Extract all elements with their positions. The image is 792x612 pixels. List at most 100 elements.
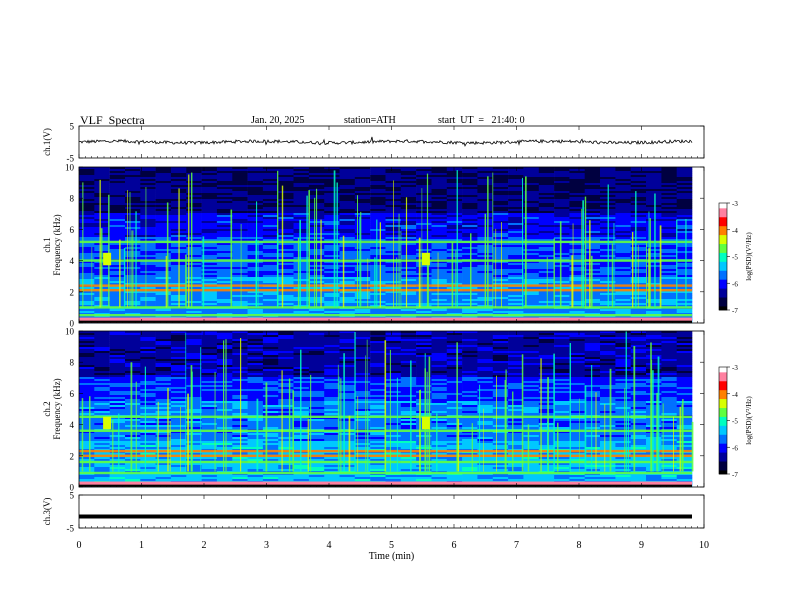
spec-cell bbox=[446, 181, 463, 184]
spec-cell bbox=[615, 375, 631, 378]
spec-cell bbox=[170, 333, 187, 336]
spec-cell bbox=[339, 347, 356, 350]
spec-cell bbox=[538, 345, 555, 348]
spec-cell bbox=[569, 251, 585, 254]
spec-cell bbox=[262, 301, 279, 304]
spec-cell bbox=[94, 397, 110, 400]
spec-cell bbox=[216, 341, 233, 344]
spec-cell bbox=[676, 279, 693, 282]
spec-cell bbox=[584, 181, 601, 184]
spec-cell bbox=[278, 239, 294, 242]
spec-cell bbox=[661, 195, 677, 198]
spec-cell bbox=[155, 203, 172, 206]
spec-cell bbox=[477, 401, 493, 404]
spec-cell bbox=[293, 195, 310, 198]
spec-cell bbox=[661, 199, 677, 202]
spec-cell bbox=[477, 391, 493, 394]
spec-cell bbox=[247, 335, 264, 338]
spec-cell bbox=[339, 333, 356, 336]
spec-cell bbox=[308, 183, 325, 186]
spec-cell bbox=[523, 413, 539, 416]
spec-cell bbox=[646, 339, 662, 342]
spec-cell bbox=[247, 211, 264, 214]
spec-cell bbox=[186, 407, 202, 410]
spec-cell bbox=[416, 245, 432, 248]
spec-cell bbox=[155, 331, 172, 334]
spec-cell bbox=[170, 185, 187, 188]
spec-cell bbox=[615, 407, 631, 410]
spec-cell bbox=[630, 331, 647, 334]
spec-cell bbox=[462, 225, 478, 228]
colorbar-cell bbox=[719, 293, 727, 297]
spec-cell bbox=[262, 311, 279, 314]
spec-cell bbox=[584, 405, 601, 408]
spec-cell bbox=[508, 261, 524, 264]
spec-cell bbox=[354, 181, 371, 184]
spec-cell bbox=[293, 335, 310, 338]
spec-cell bbox=[492, 237, 509, 240]
spec-cell bbox=[262, 263, 279, 266]
spec-cell bbox=[569, 337, 585, 340]
spec-cell bbox=[278, 249, 294, 252]
spec-cell bbox=[339, 183, 356, 186]
spec-cell bbox=[186, 277, 202, 280]
spec-cell bbox=[370, 383, 386, 386]
spec-cell bbox=[370, 299, 386, 302]
spec-cell bbox=[216, 173, 233, 176]
spec-cell bbox=[94, 191, 110, 194]
spec-cell bbox=[630, 377, 647, 380]
spec-cell bbox=[584, 217, 601, 220]
spec-cell bbox=[630, 375, 647, 378]
spec-cell bbox=[339, 369, 356, 372]
spec-cell bbox=[584, 391, 601, 394]
spec-cell bbox=[431, 331, 448, 334]
spec-cell bbox=[308, 375, 325, 378]
spec-cell bbox=[538, 185, 555, 188]
sferic-line bbox=[257, 240, 259, 308]
spec-cell bbox=[477, 197, 493, 200]
spec-cell bbox=[140, 233, 156, 236]
spec-cell bbox=[308, 333, 325, 336]
spec-cell bbox=[508, 249, 524, 252]
spec-cell bbox=[508, 179, 524, 182]
spec-cell bbox=[293, 247, 310, 250]
spec-cell bbox=[630, 383, 647, 386]
spec-cell bbox=[186, 291, 202, 294]
spec-cell bbox=[109, 391, 126, 394]
spec-cell bbox=[262, 347, 279, 350]
spec-cell bbox=[125, 375, 141, 378]
spec-cell bbox=[293, 273, 310, 276]
spec-cell bbox=[492, 367, 509, 370]
spec-cell bbox=[569, 393, 585, 396]
spec-cell bbox=[339, 279, 356, 282]
spec-cell bbox=[508, 211, 524, 214]
spec-cell bbox=[354, 365, 371, 368]
spec-cell bbox=[109, 379, 126, 382]
spec-cell bbox=[324, 171, 340, 174]
spec-cell bbox=[324, 397, 340, 400]
spec-cell bbox=[508, 403, 524, 406]
spec-cell bbox=[140, 243, 156, 246]
spec-cell bbox=[354, 185, 371, 188]
spec-cell bbox=[278, 375, 294, 378]
spec-cell bbox=[508, 381, 524, 384]
spec-cell bbox=[554, 265, 570, 268]
spec-cell bbox=[201, 219, 218, 222]
spec-cell bbox=[293, 189, 310, 192]
spec-cell bbox=[354, 345, 371, 348]
spec-cell bbox=[554, 347, 570, 350]
spec-cell bbox=[523, 393, 539, 396]
spec-cell bbox=[584, 395, 601, 398]
spec-cell bbox=[462, 295, 478, 298]
spec-cell bbox=[462, 281, 478, 284]
spec-cell bbox=[508, 349, 524, 352]
spec-cell bbox=[569, 355, 585, 358]
spec-cell bbox=[94, 173, 110, 176]
spec-cell bbox=[569, 269, 585, 272]
spec-cell bbox=[600, 391, 616, 394]
spec-cell bbox=[615, 335, 631, 338]
spec-cell bbox=[477, 379, 493, 382]
colorbar-cell bbox=[719, 301, 727, 304]
spec-cell bbox=[462, 293, 478, 296]
spec-cell bbox=[94, 195, 110, 198]
